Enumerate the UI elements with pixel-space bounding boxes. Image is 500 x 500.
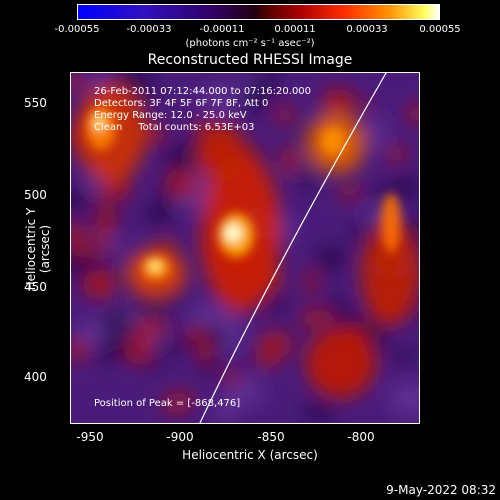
y-tick: 500: [24, 188, 47, 202]
colorbar-tick: 0.00033: [346, 24, 388, 35]
footer-date: 9-May-2022 08:32: [386, 483, 496, 497]
emission-blob: [201, 85, 249, 114]
y-axis-label: Heliocentric Y (arcsec): [24, 207, 52, 291]
colorbar-units: (photons cm⁻² s⁻¹ asec⁻²): [185, 38, 315, 49]
emission-blob: [339, 185, 361, 201]
emission-blob: [71, 73, 85, 92]
y-tick: 450: [24, 280, 47, 294]
emission-blob: [184, 325, 208, 341]
x-tick: -950: [76, 430, 104, 444]
emission-blob: [149, 261, 161, 271]
emission-blob: [162, 392, 198, 403]
emission-blob: [388, 382, 419, 416]
emission-blob: [381, 193, 401, 253]
colorbar-tick: -0.00055: [54, 24, 100, 35]
colorbar: [77, 4, 440, 20]
detectors: Detectors: 3F 4F 5F 6F 7F 8F, Att 0: [94, 98, 269, 109]
emission-blob: [314, 244, 348, 274]
emission-blob: [162, 400, 189, 414]
emission-blob: [188, 304, 229, 325]
emission-blob: [71, 223, 86, 240]
energy-range: Energy Range: 12.0 - 25.0 keV: [94, 110, 247, 121]
y-tick: 550: [24, 96, 47, 110]
emission-blob: [390, 174, 419, 201]
emission-blob: [71, 187, 91, 212]
emission-blob: [95, 190, 110, 204]
emission-blob: [215, 397, 238, 422]
emission-blob: [306, 328, 376, 398]
emission-blob: [82, 270, 115, 300]
peak-position: Position of Peak = [-868,476]: [94, 398, 241, 409]
time-range: 26-Feb-2011 07:12:44.000 to 07:16:20.000: [94, 86, 312, 97]
emission-blob: [196, 123, 246, 183]
emission-blob: [321, 89, 357, 116]
colorbar-tick: -0.00033: [126, 24, 172, 35]
emission-blob: [71, 337, 88, 362]
emission-blob: [165, 168, 198, 199]
x-tick: -800: [347, 430, 375, 444]
clean-counts: Clean Total counts: 6.53E+03: [94, 122, 255, 133]
emission-blob: [387, 144, 407, 163]
emission-blob: [361, 223, 419, 323]
rhessi-image: [70, 72, 420, 424]
image-canvas: [71, 73, 419, 423]
solar-limb-line: [199, 73, 387, 423]
emission-blob: [244, 83, 276, 100]
emission-blob: [93, 115, 105, 131]
emission-blob: [110, 73, 147, 81]
emission-blob: [224, 367, 240, 388]
emission-blob: [157, 238, 178, 251]
colorbar-tick: 0.00055: [419, 24, 461, 35]
emission-blob: [280, 145, 298, 175]
emission-blob: [304, 269, 318, 296]
x-tick: -900: [166, 430, 194, 444]
emission-blob: [321, 127, 345, 155]
emission-blob: [100, 308, 136, 348]
emission-blob: [257, 330, 293, 359]
emission-blob: [387, 348, 417, 363]
colorbar-tick: 0.00011: [274, 24, 316, 35]
emission-blob: [92, 224, 114, 237]
colorbar-tick: -0.00011: [199, 24, 245, 35]
emission-blob: [368, 114, 386, 150]
emission-blob: [224, 224, 242, 242]
emission-blob: [300, 309, 336, 326]
emission-blob: [326, 293, 347, 312]
emission-blob: [141, 318, 169, 337]
emission-blob: [148, 124, 164, 139]
emission-blob: [260, 298, 293, 313]
emission-blob: [301, 400, 337, 423]
emission-blob: [253, 351, 280, 368]
image-title: Reconstructed RHESSI Image: [147, 52, 353, 68]
emission-blob: [71, 237, 93, 259]
emission-blob: [406, 103, 419, 123]
emission-blob: [162, 144, 196, 173]
y-tick: 400: [24, 370, 47, 384]
x-axis-label: Heliocentric X (arcsec): [182, 448, 318, 462]
emission-blob: [275, 105, 294, 125]
x-tick: -850: [257, 430, 285, 444]
emission-blob: [124, 336, 154, 365]
emission-blob: [97, 236, 110, 258]
emission-blob: [197, 338, 214, 365]
